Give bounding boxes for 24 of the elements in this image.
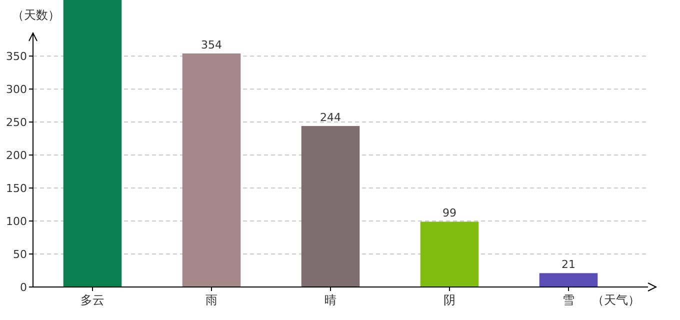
bar (301, 126, 360, 287)
x-tick-label: 晴 (324, 293, 336, 307)
x-tick-label: 雨 (206, 293, 218, 307)
data-label: 21 (562, 258, 576, 272)
bar (539, 273, 598, 287)
data-label: 99 (442, 206, 456, 220)
x-axis-title: （天气） (592, 293, 640, 307)
bar (182, 53, 241, 287)
y-tick-label: 150 (6, 182, 27, 196)
y-axis-title: （天数） (12, 8, 60, 22)
bar (420, 222, 479, 287)
x-tick-label: 多云 (80, 293, 104, 307)
data-label: 354 (201, 38, 222, 52)
data-label: 244 (320, 111, 341, 124)
x-tick-label: 雪 (562, 293, 574, 307)
y-tick-label: 250 (6, 116, 27, 130)
y-tick-label: 200 (6, 149, 27, 162)
y-tick-label: 350 (6, 50, 27, 64)
y-tick-label: 100 (6, 215, 27, 228)
bar (63, 0, 122, 287)
y-tick-label: 50 (13, 248, 27, 262)
x-tick-label: 阴 (444, 293, 456, 307)
y-tick-label: 300 (6, 83, 27, 96)
y-tick-label: 0 (20, 281, 27, 294)
